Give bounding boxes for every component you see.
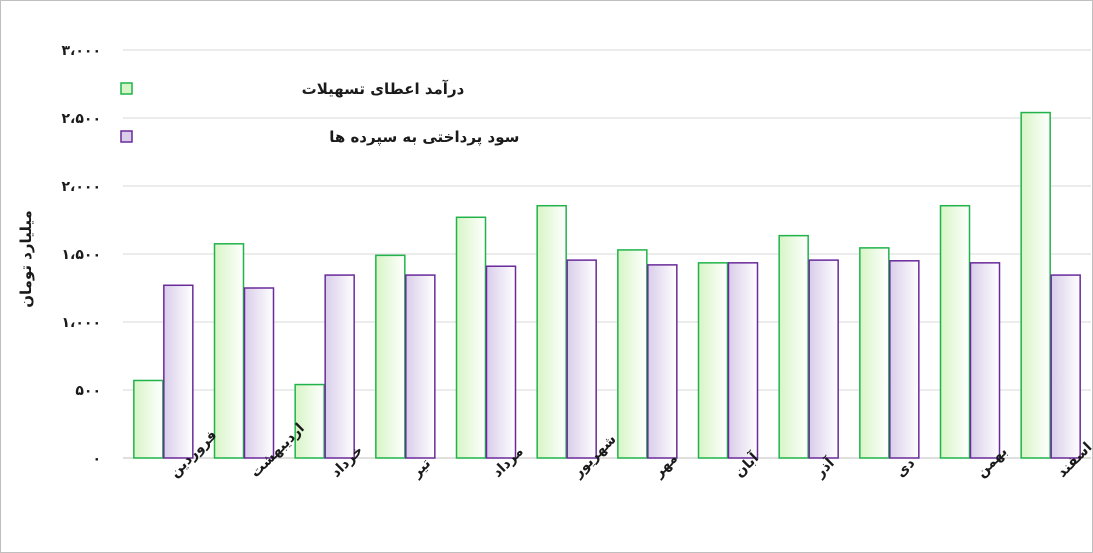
bar-deposit-interest [1050,274,1081,459]
bar-loan-income [294,383,325,459]
bar-deposit-interest [727,262,759,459]
y-axis-label: میلیارد تومان [17,210,35,308]
x-tick-label: تیر [408,456,434,482]
y-tick-label: ۱،۰۰۰ [62,315,102,331]
bar-deposit-interest [163,284,194,459]
bar-loan-income [375,254,406,459]
bar-loan-income [536,204,567,459]
bar-deposit-interest [485,265,517,459]
bar-loan-income [455,216,487,459]
bar-deposit-interest [889,260,920,459]
bars [133,111,1081,459]
legend-label: درآمد اعطای تسهیلات [302,80,465,98]
bar-loan-income [1020,111,1051,459]
legend-swatch [120,130,133,143]
bar-loan-income [859,247,890,459]
bar-loan-income [213,243,245,459]
legend: درآمد اعطای تسهیلات سود پرداختی به سپرده … [120,80,519,147]
x-tick-label: دی [893,455,918,480]
bar-deposit-interest [808,259,839,459]
bar-loan-income [778,234,809,459]
y-tick-label: ۲،۰۰۰ [62,179,102,195]
bar-deposit-interest [566,259,597,459]
bar-loan-income [939,204,971,459]
y-tick-label: ۵۰۰ [75,383,101,399]
legend-label: سود پرداختی به سپرده ها [329,128,519,147]
y-axis-ticks: ۰ ۵۰۰ ۱،۰۰۰ ۱،۵۰۰ ۲،۰۰۰ ۲،۵۰۰ ۳،۰۰۰ [62,43,102,467]
bar-loan-income [133,379,164,459]
gridlines [123,49,1091,459]
y-tick-label: ۰ [92,451,101,467]
bar-loan-income [617,249,648,459]
bar-deposit-interest [405,274,436,459]
bar-deposit-interest [324,274,355,459]
legend-swatch [120,82,133,95]
bar-deposit-interest [647,264,678,459]
y-tick-label: ۲،۵۰۰ [62,111,102,127]
bar-loan-income [697,262,729,459]
y-tick-label: ۱،۵۰۰ [62,247,102,263]
bar-deposit-interest [969,262,1001,459]
y-tick-label: ۳،۰۰۰ [62,43,102,59]
bar-deposit-interest [243,287,275,459]
